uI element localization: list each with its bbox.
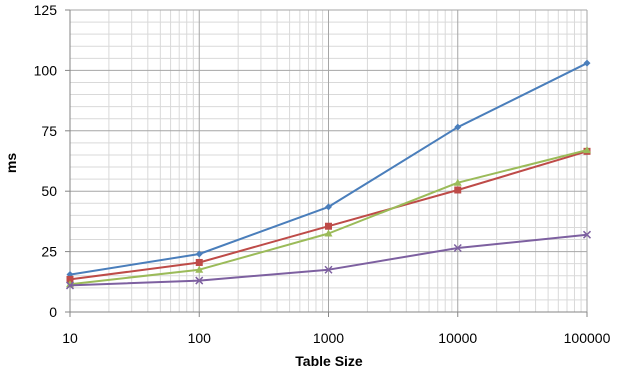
- series-4-point: [324, 265, 333, 274]
- series-2-point: [325, 222, 332, 230]
- x-tick-label: 100: [188, 330, 212, 346]
- series-2-point: [195, 258, 203, 266]
- series-4-point: [65, 281, 75, 290]
- series-3-point: [195, 265, 204, 273]
- series-1-point: [454, 123, 462, 131]
- x-tick-label: 100000: [564, 330, 611, 346]
- x-tick-label: 10000: [438, 330, 477, 346]
- series-1-point: [583, 59, 591, 67]
- series-3-point: [324, 229, 333, 237]
- y-tick-label: 25: [41, 244, 57, 260]
- y-axis-title: ms: [3, 153, 19, 173]
- series-1: [66, 59, 591, 279]
- series-1-point: [195, 250, 203, 258]
- y-tick-label: 0: [49, 304, 57, 320]
- series-2-point: [454, 186, 462, 194]
- series-4-point: [195, 276, 204, 285]
- series-4: [65, 230, 592, 290]
- x-tick-label: 1000: [313, 330, 344, 346]
- series-2-point: [66, 275, 74, 283]
- series-1-point: [325, 203, 332, 211]
- x-tick-labels: 10 100 1000 10000 100000: [62, 330, 610, 346]
- axes: [65, 9, 588, 317]
- y-tick-label: 125: [34, 2, 58, 18]
- y-tick-label: 50: [41, 183, 57, 199]
- series-layer: [65, 59, 592, 290]
- series-3-point: [453, 178, 462, 186]
- x-axis-title: Table Size: [295, 353, 363, 369]
- series-3-point: [583, 146, 591, 154]
- x-tick-label: 10: [62, 330, 78, 346]
- y-tick-label: 75: [41, 123, 57, 139]
- series-4-point: [582, 230, 592, 239]
- y-tick-labels: 0 25 50 75 100 125: [34, 2, 58, 320]
- series-4-point: [453, 243, 462, 253]
- y-tick-label: 100: [34, 62, 58, 78]
